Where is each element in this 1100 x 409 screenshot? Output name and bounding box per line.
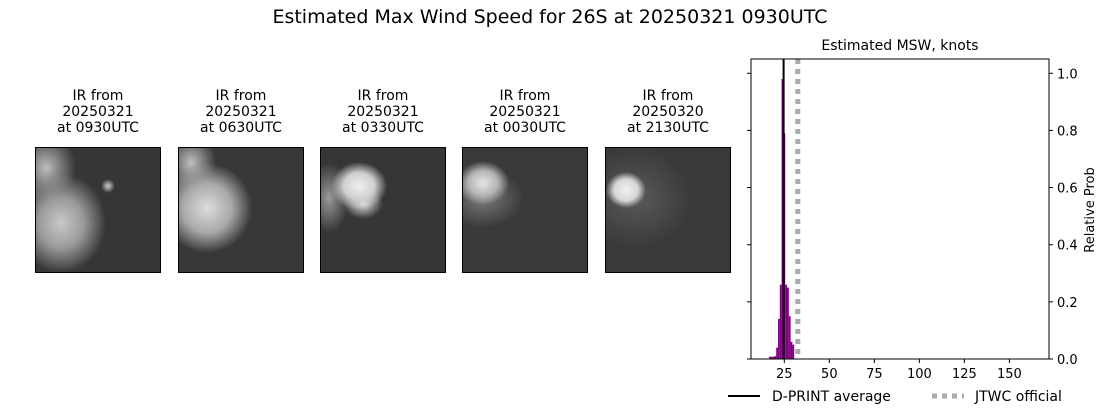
histogram-bar (769, 356, 771, 359)
ir-thumbnail-1: IR from 20250321 at 0930UTC (35, 88, 161, 273)
thumbnail-label: IR from 20250321 at 0330UTC (320, 88, 446, 142)
label-time: at 2130UTC (627, 120, 709, 136)
plot-frame (750, 58, 1050, 360)
y-tick-label: 0.4 (1057, 239, 1078, 254)
histogram-bar (772, 356, 775, 359)
x-tick-label: 150 (997, 367, 1022, 382)
x-tick-label: 25 (776, 367, 793, 382)
x-tick-label: 100 (907, 367, 932, 382)
histogram-bar (788, 316, 791, 359)
label-date: 20250321 (489, 104, 561, 120)
y-tick-label: 1.0 (1057, 67, 1078, 82)
y-tick-label: 0.0 (1057, 353, 1078, 368)
label-line: IR from (72, 88, 124, 104)
y-tick-label: 0.8 (1057, 124, 1078, 139)
ir-thumbnail-2: IR from 20250321 at 0630UTC (178, 88, 304, 273)
label-line: IR from (642, 88, 694, 104)
label-line: IR from (499, 88, 551, 104)
histogram-bar (774, 356, 777, 359)
histogram-bar (790, 341, 793, 359)
ir-thumbnail-3: IR from 20250321 at 0330UTC (320, 88, 446, 273)
label-date: 20250321 (205, 104, 277, 120)
chart-title: Estimated MSW, knots (821, 38, 978, 54)
legend-jtwc-label: JTWC official (974, 389, 1062, 405)
label-time: at 0630UTC (200, 120, 282, 136)
thumbnail-label: IR from 20250321 at 0030UTC (462, 88, 588, 142)
ir-image (178, 147, 304, 273)
ir-image (35, 147, 161, 273)
x-tick-label: 75 (866, 367, 883, 382)
thumbnail-label: IR from 20250321 at 0930UTC (35, 88, 161, 142)
x-tick-label: 125 (952, 367, 977, 382)
label-time: at 0330UTC (342, 120, 424, 136)
label-date: 20250321 (62, 104, 134, 120)
legend-dprint-label: D-PRINT average (772, 389, 891, 405)
y-tick-label: 0.2 (1057, 296, 1078, 311)
y-axis-label: Relative Prob (1083, 167, 1098, 252)
ir-thumbnail-4: IR from 20250321 at 0030UTC (462, 88, 588, 273)
y-tick-label: 0.6 (1057, 182, 1078, 197)
x-axis-ticks: 25 50 75 100 125 150 (776, 359, 1022, 382)
histogram-bar (770, 356, 773, 359)
histogram-bars (769, 79, 795, 359)
label-line: IR from (357, 88, 409, 104)
label-time: at 0930UTC (57, 120, 139, 136)
thumbnail-label: IR from 20250320 at 2130UTC (605, 88, 731, 142)
label-date: 20250320 (632, 104, 704, 120)
histogram-bar (787, 287, 789, 359)
ir-image (320, 147, 446, 273)
legend: D-PRINT average JTWC official (728, 389, 1062, 405)
figure-title: Estimated Max Wind Speed for 26S at 2025… (272, 6, 828, 28)
y-axis-ticks: 0.0 0.2 0.4 0.6 0.8 1.0 (747, 67, 1078, 368)
ir-thumbnail-5: IR from 20250320 at 2130UTC (605, 88, 731, 273)
histogram-bar (779, 284, 782, 359)
label-time: at 0030UTC (484, 120, 566, 136)
label-date: 20250321 (347, 104, 419, 120)
label-line: IR from (215, 88, 267, 104)
ir-image (462, 147, 588, 273)
ir-image (605, 147, 731, 273)
histogram-bar (778, 319, 780, 359)
histogram-bar (785, 284, 788, 359)
histogram-bar (781, 79, 784, 359)
histogram-bar (776, 347, 779, 359)
thumbnail-label: IR from 20250321 at 0630UTC (178, 88, 304, 142)
histogram-bar (792, 344, 795, 359)
x-tick-label: 50 (821, 367, 838, 382)
